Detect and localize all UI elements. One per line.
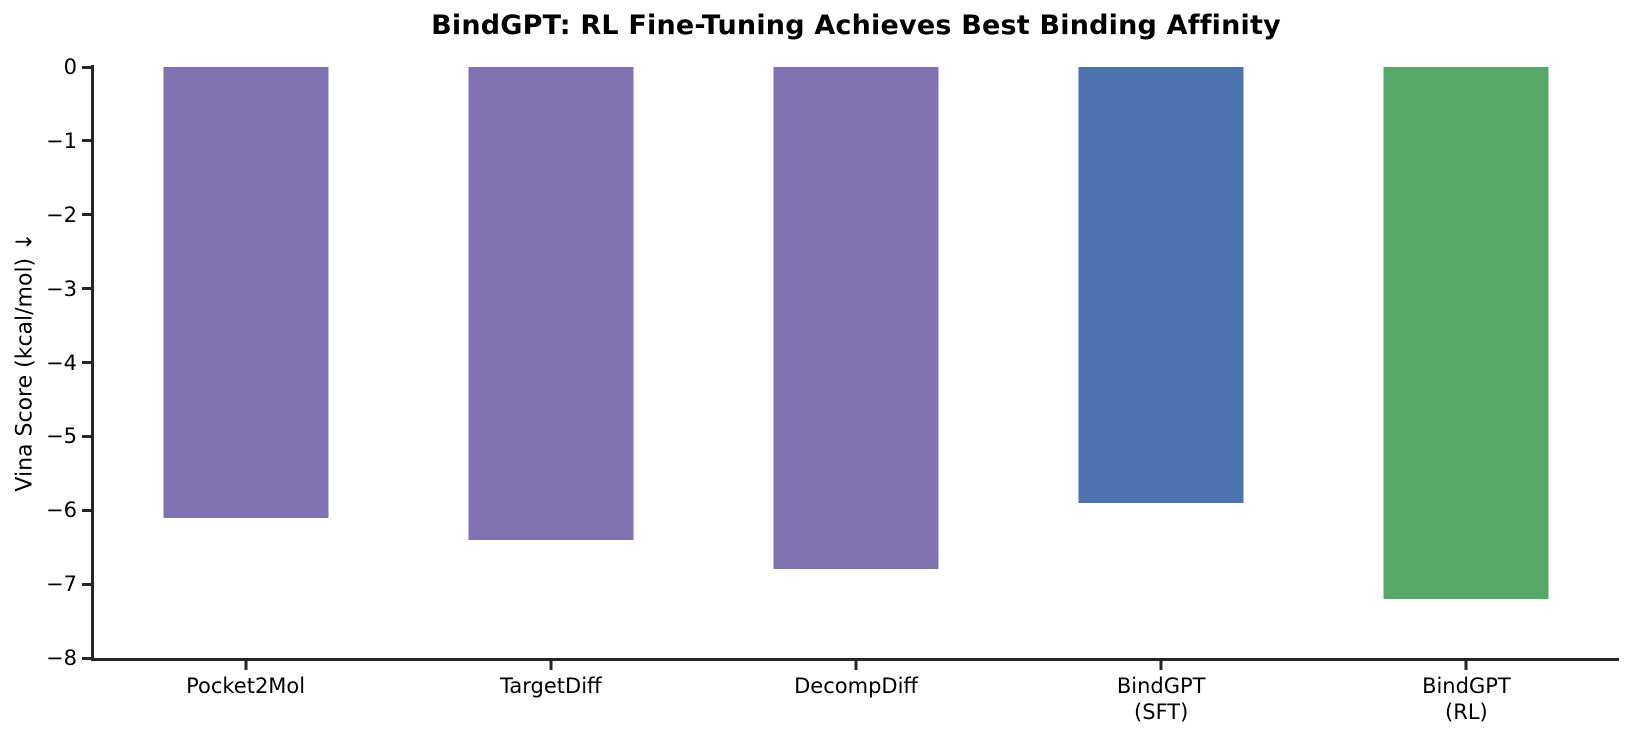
x-axis-spine <box>91 658 1619 661</box>
y-axis-spine <box>91 65 94 661</box>
y-tick-mark <box>82 361 92 364</box>
bar-pocket2mol <box>163 67 329 518</box>
y-tick-mark <box>82 434 92 438</box>
y-tick-label: −8 <box>46 646 77 670</box>
bar-targetdiff <box>468 67 634 540</box>
x-tick-label: TargetDiff <box>500 674 602 698</box>
x-tick-label: DecompDiff <box>794 674 918 698</box>
x-tick-label: BindGPT (RL) <box>1422 674 1511 725</box>
y-tick-mark <box>82 139 92 143</box>
y-tick-label: −1 <box>46 128 77 153</box>
y-tick-label: −2 <box>46 202 77 227</box>
y-tick-label: −6 <box>46 498 77 523</box>
x-tick-mark <box>854 661 858 670</box>
y-tick-label: 0 <box>63 55 77 79</box>
x-tick-mark <box>1159 661 1163 670</box>
y-tick-label: −7 <box>46 572 77 597</box>
bar-decompdiff <box>773 67 939 570</box>
y-tick-mark <box>82 65 92 69</box>
y-tick-mark <box>82 582 92 586</box>
x-tick-mark <box>549 661 553 670</box>
bar-bindgpt <box>1383 67 1549 599</box>
x-tick-label: BindGPT (SFT) <box>1116 674 1206 725</box>
x-tick-label: Pocket2Mol <box>186 674 306 698</box>
bar-bindgpt <box>1078 67 1244 503</box>
y-tick-mark <box>82 508 92 512</box>
x-tick-mark <box>244 661 248 670</box>
y-tick-mark <box>82 213 92 217</box>
y-tick-label: −3 <box>46 276 77 301</box>
y-tick-mark <box>82 656 92 660</box>
x-tick-mark <box>1464 661 1468 670</box>
y-tick-mark <box>82 287 92 291</box>
chart-title: BindGPT: RL Fine-Tuning Achieves Best Bi… <box>431 10 1281 41</box>
y-tick-label: −5 <box>46 424 77 449</box>
y-tick-label: −4 <box>46 350 77 375</box>
